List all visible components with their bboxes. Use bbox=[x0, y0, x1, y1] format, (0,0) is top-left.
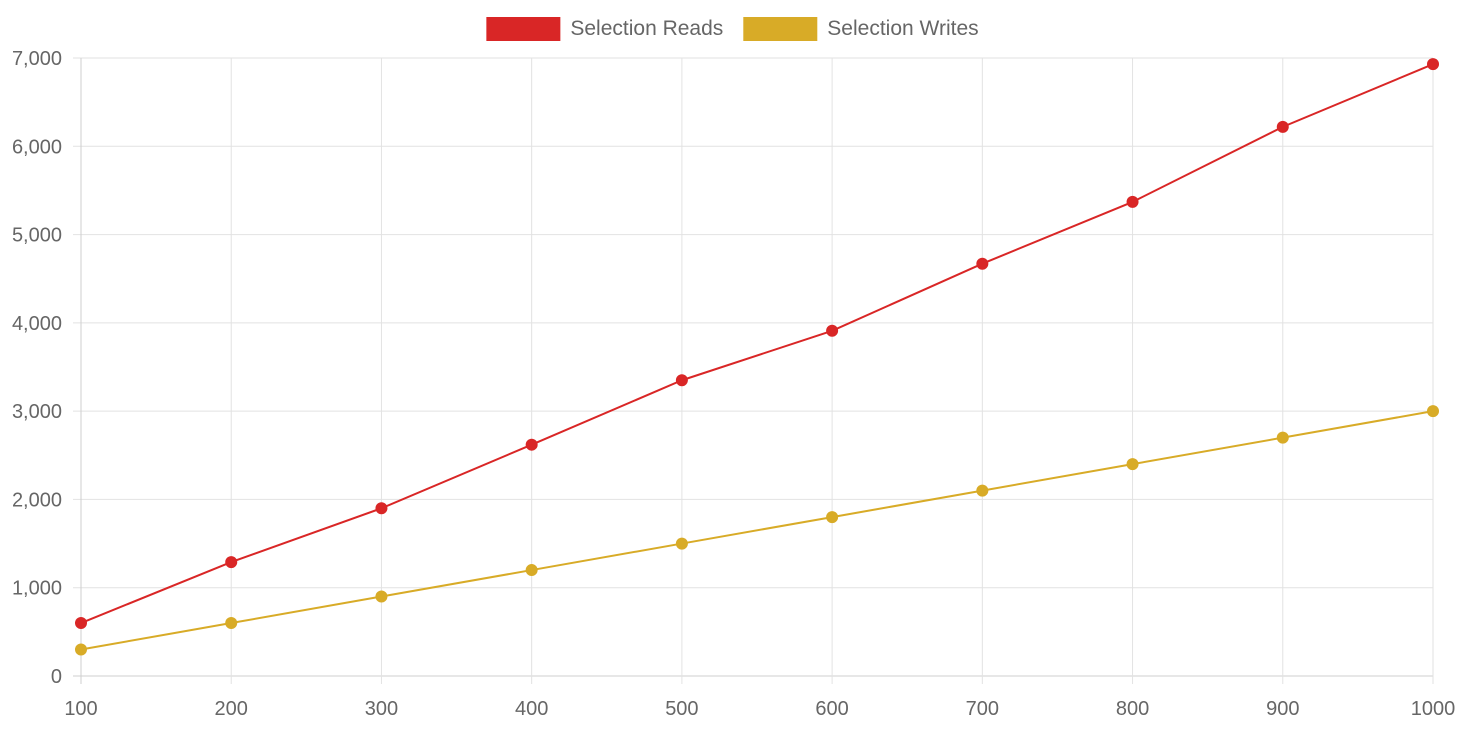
data-point[interactable] bbox=[675, 374, 688, 387]
series-2 bbox=[75, 405, 1439, 656]
data-point[interactable] bbox=[976, 484, 989, 497]
series-line bbox=[80, 63, 1434, 624]
legend-swatch bbox=[486, 17, 561, 41]
data-point[interactable] bbox=[826, 511, 839, 524]
x-tick-label: 1000 bbox=[1411, 698, 1456, 720]
y-tick-label: 0 bbox=[51, 666, 62, 688]
data-point[interactable] bbox=[976, 257, 989, 270]
data-point[interactable] bbox=[75, 617, 87, 630]
data-point[interactable] bbox=[675, 537, 688, 550]
data-point[interactable] bbox=[225, 556, 238, 569]
axes: 0 1,000 2,000 3,000 4,000 5,000 6,000 7,000 100 2… bbox=[12, 48, 1455, 720]
data-point[interactable] bbox=[525, 564, 538, 577]
y-tick-label: 2,000 bbox=[12, 489, 62, 511]
data-point[interactable] bbox=[225, 617, 238, 630]
data-point[interactable] bbox=[826, 324, 839, 337]
data-point[interactable] bbox=[1126, 458, 1139, 471]
x-tick-label: 600 bbox=[815, 698, 848, 720]
data-point[interactable] bbox=[375, 502, 388, 515]
x-tick-label: 300 bbox=[365, 698, 398, 720]
y-tick-label: 7,000 bbox=[12, 48, 62, 70]
grid bbox=[73, 57, 1434, 684]
legend-label: Selection Reads bbox=[570, 17, 723, 40]
x-tick-label: 500 bbox=[665, 698, 698, 720]
y-tick-label: 1,000 bbox=[12, 578, 62, 600]
x-tick-label: 100 bbox=[64, 698, 97, 720]
y-tick-label: 3,000 bbox=[12, 401, 62, 423]
data-point[interactable] bbox=[1427, 405, 1439, 418]
legend-item[interactable]: Selection Reads bbox=[486, 17, 723, 41]
y-tick-label: 6,000 bbox=[12, 136, 62, 158]
legend-label: Selection Writes bbox=[827, 17, 978, 40]
x-tick-label: 800 bbox=[1116, 698, 1149, 720]
data-point[interactable] bbox=[375, 590, 388, 603]
y-tick-label: 4,000 bbox=[12, 313, 62, 335]
data-point[interactable] bbox=[1276, 431, 1289, 444]
y-tick-label: 5,000 bbox=[12, 225, 62, 247]
series-line bbox=[80, 410, 1434, 651]
data-point[interactable] bbox=[525, 438, 538, 451]
data-point[interactable] bbox=[75, 643, 87, 656]
data-point[interactable] bbox=[1126, 195, 1139, 208]
legend: Selection Reads Selection Writes bbox=[486, 17, 979, 41]
data-point[interactable] bbox=[1427, 58, 1439, 71]
x-tick-label: 400 bbox=[515, 698, 548, 720]
legend-item[interactable]: Selection Writes bbox=[743, 17, 979, 41]
legend-swatch bbox=[743, 17, 818, 41]
x-tick-label: 900 bbox=[1266, 698, 1299, 720]
data-point[interactable] bbox=[1276, 120, 1289, 133]
x-tick-label: 700 bbox=[966, 698, 999, 720]
x-tick-label: 200 bbox=[215, 698, 248, 720]
series-group bbox=[75, 58, 1439, 656]
series-1 bbox=[75, 58, 1439, 630]
